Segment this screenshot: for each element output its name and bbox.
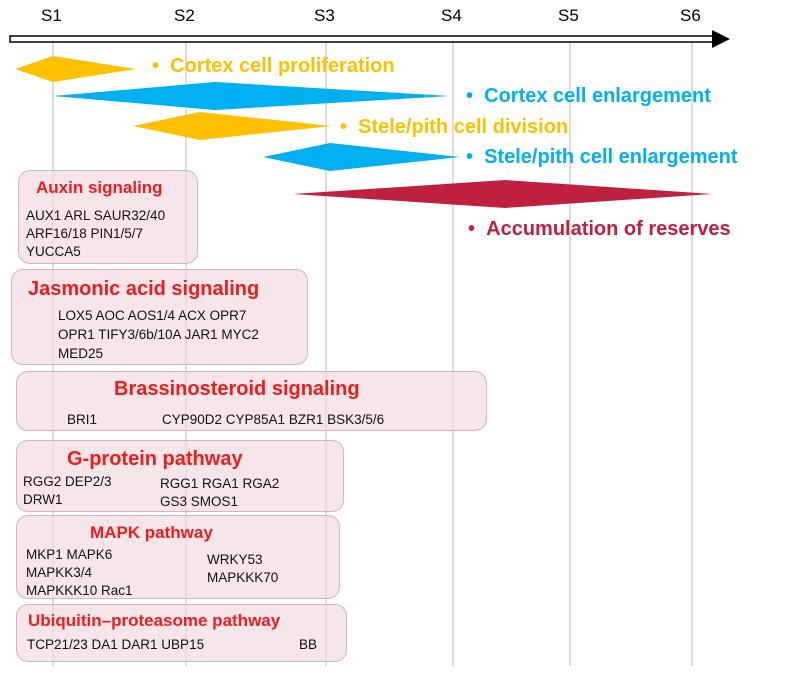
phase-label-stele-division: • Stele/pith cell division bbox=[340, 116, 569, 138]
gene-list: GS3 SMOS1 bbox=[160, 494, 239, 509]
pathway-box-auxin: Auxin signaling AUX1 ARL SAUR32/40 ARF16… bbox=[18, 170, 198, 264]
gene-list: MAPKKK70 bbox=[207, 570, 279, 585]
stage-label-s2: S2 bbox=[174, 6, 195, 25]
pathway-title-auxin: Auxin signaling bbox=[36, 178, 163, 197]
pathway-title-brassinosteroid: Brassinosteroid signaling bbox=[114, 378, 360, 400]
timeline-arrow bbox=[9, 30, 730, 48]
phase-diamond-reserves bbox=[293, 180, 712, 208]
pathway-title-jasmonic: Jasmonic acid signaling bbox=[28, 278, 260, 300]
pathway-title-ubiquitin: Ubiquitin–proteasome pathway bbox=[28, 611, 281, 630]
gene-list: LOX5 AOC AOS1/4 ACX OPR7 bbox=[58, 308, 247, 323]
gene-list: BRI1 bbox=[67, 412, 98, 427]
phase-diamond-stele-division bbox=[133, 112, 332, 140]
stage-label-s1: S1 bbox=[41, 6, 62, 25]
gene-list: WRKY53 bbox=[207, 552, 263, 567]
gene-list: MKP1 MAPK6 bbox=[26, 547, 113, 562]
gene-list: MAPKKK10 Rac1 bbox=[26, 583, 133, 598]
gene-list: DRW1 bbox=[23, 492, 63, 507]
gene-list: OPR1 TIFY3/6b/10A JAR1 MYC2 bbox=[58, 327, 259, 342]
gene-list: MAPKK3/4 bbox=[26, 565, 93, 580]
stage-label-s6: S6 bbox=[680, 6, 701, 25]
pathway-box-g-protein: G-protein pathway RGG2 DEP2/3 DRW1 RGG1 … bbox=[16, 440, 344, 512]
gene-list: ARF16/18 PIN1/5/7 bbox=[26, 226, 144, 241]
pathway-title-mapk: MAPK pathway bbox=[90, 523, 213, 542]
gene-list: RGG2 DEP2/3 bbox=[23, 474, 112, 489]
gene-list: BB bbox=[299, 637, 318, 652]
pathway-title-g-protein: G-protein pathway bbox=[67, 448, 243, 470]
pathway-box-mapk: MAPK pathway MKP1 MAPK6 MAPKK3/4 MAPKKK1… bbox=[16, 515, 340, 599]
pathway-box-brassinosteroid: Brassinosteroid signaling BRI1 CYP90D2 C… bbox=[16, 371, 487, 431]
pathway-box-jasmonic: Jasmonic acid signaling LOX5 AOC AOS1/4 … bbox=[11, 269, 308, 365]
phase-label-cortex-proliferation: • Cortex cell proliferation bbox=[152, 55, 395, 77]
phase-diamond-stele-enlargement bbox=[263, 143, 460, 171]
phase-diamond-cortex-enlargement bbox=[53, 82, 450, 110]
phase-label-cortex-enlargement: • Cortex cell enlargement bbox=[466, 85, 711, 107]
gene-list: RGG1 RGA1 RGA2 bbox=[160, 476, 280, 491]
phase-label-stele-enlargement: • Stele/pith cell enlargement bbox=[466, 146, 738, 168]
stage-label-s5: S5 bbox=[558, 6, 579, 25]
stage-label-s4: S4 bbox=[441, 6, 462, 25]
phase-diamond-cortex-proliferation bbox=[15, 56, 136, 82]
phase-label-reserves: • Accumulation of reserves bbox=[468, 218, 731, 240]
gene-list: TCP21/23 DA1 DAR1 UBP15 bbox=[27, 637, 205, 652]
gene-list: MED25 bbox=[58, 346, 104, 361]
pathway-box-ubiquitin: Ubiquitin–proteasome pathway TCP21/23 DA… bbox=[16, 604, 347, 662]
gene-list: AUX1 ARL SAUR32/40 bbox=[26, 208, 166, 223]
gene-list: CYP90D2 CYP85A1 BZR1 BSK3/5/6 bbox=[162, 412, 385, 427]
gene-list: YUCCA5 bbox=[26, 244, 81, 259]
stage-label-s3: S3 bbox=[314, 6, 335, 25]
